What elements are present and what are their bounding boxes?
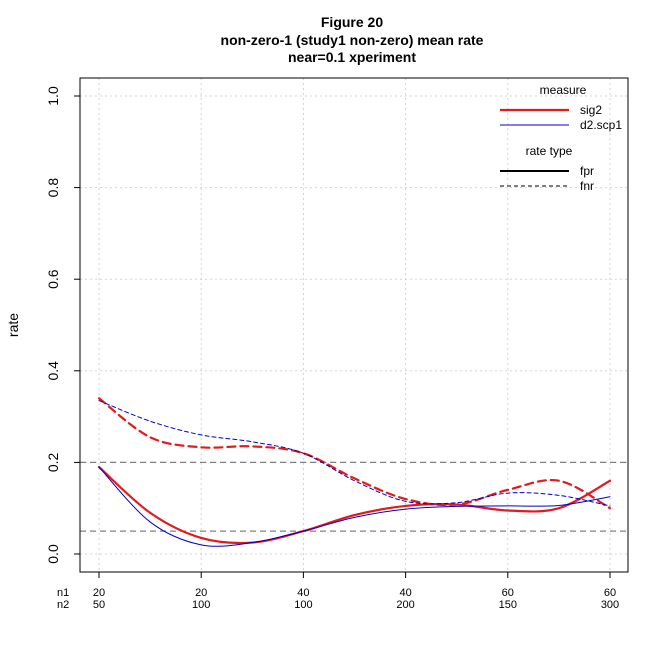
x-tick-label-n1-5: 60 [604, 587, 616, 599]
x-tick-label-n1-2: 40 [297, 587, 309, 599]
legend-label-measure-0: sig2 [580, 103, 602, 117]
y-axis-label: rate [5, 313, 21, 337]
y-tick-label-0: 0.0 [45, 544, 61, 564]
legend-title-rate-type: rate type [526, 144, 573, 158]
series-line-sig2-fpr [97, 465, 612, 545]
y-tick-label-3: 0.6 [45, 269, 61, 289]
legend-label-rate-0: fpr [580, 164, 594, 178]
x-tick-label-n2-4: 150 [499, 599, 517, 611]
x-tick-label-n1-0: 20 [93, 587, 105, 599]
series-line-d2-scp1-fnr [98, 400, 611, 507]
x-row-label-n2: n2 [57, 599, 69, 611]
x-tick-label-n1-1: 20 [195, 587, 207, 599]
series-line-d2-scp1-fpr [98, 466, 611, 547]
series-line-sig2-fnr [97, 397, 612, 510]
x-tick-label-n2-2: 100 [294, 599, 312, 611]
x-tick-label-n1-4: 60 [502, 587, 514, 599]
x-tick-label-n2-0: 50 [93, 599, 105, 611]
plot-frame [79, 77, 629, 573]
legend-label-measure-1: d2.scp1 [580, 118, 622, 132]
x-tick-label-n2-5: 300 [601, 599, 619, 611]
reference-lines [80, 461, 628, 532]
chart-titles: Figure 20 non-zero-1 (study1 non-zero) m… [221, 14, 484, 65]
legend-title-measure: measure [540, 83, 587, 97]
x-tick-label-n2-3: 200 [396, 599, 414, 611]
y-tick-label-1: 0.2 [45, 452, 61, 472]
y-tick-label-5: 1.0 [45, 86, 61, 106]
x-tick-label-n1-3: 40 [399, 587, 411, 599]
x-tick-label-n2-1: 100 [192, 599, 210, 611]
x-row-label-n1: n1 [57, 587, 69, 599]
y-axis: 0.0 0.2 0.4 0.6 0.8 1.0 [45, 86, 80, 564]
chart-subtitle-line-1: non-zero-1 (study1 non-zero) mean rate [221, 32, 484, 48]
series-lines [97, 397, 612, 547]
grid [80, 78, 628, 572]
legend-label-rate-1: fnr [580, 179, 594, 193]
y-tick-label-4: 0.8 [45, 178, 61, 198]
chart-title: Figure 20 [321, 14, 383, 30]
y-tick-label-2: 0.4 [45, 361, 61, 381]
chart-subtitle-line-2: near=0.1 xperiment [288, 49, 416, 65]
